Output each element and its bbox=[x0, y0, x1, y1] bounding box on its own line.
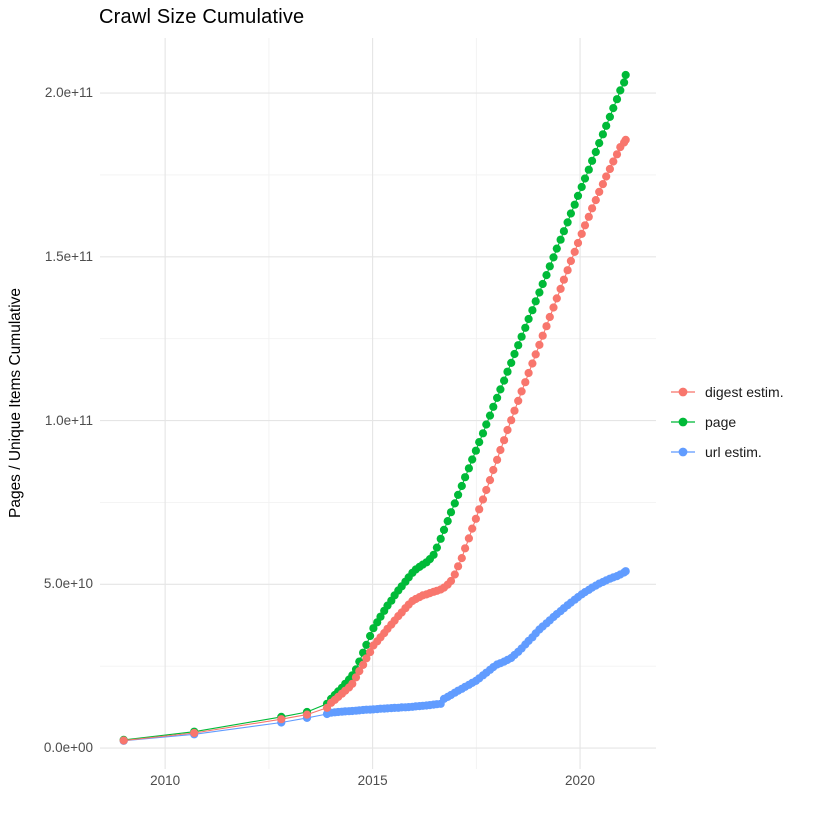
y-tick-label-5.0e+10: 5.0e+10 bbox=[43, 576, 93, 592]
y-axis-title: Pages / Unique Items Cumulative bbox=[7, 287, 24, 519]
chart-title: Crawl Size Cumulative bbox=[99, 6, 305, 28]
legend-item-label: page bbox=[705, 414, 737, 430]
legend-item-label: digest estim. bbox=[705, 384, 784, 400]
y-tick-label-1.5e+11: 1.5e+11 bbox=[44, 248, 93, 264]
legend-item-url-estim: url estim. bbox=[670, 437, 784, 467]
legend-item-label: url estim. bbox=[705, 444, 762, 460]
legend-key-icon bbox=[671, 387, 695, 397]
series-url-estim bbox=[119, 567, 630, 745]
series-page bbox=[119, 70, 630, 745]
legend-key-icon bbox=[671, 447, 695, 457]
grid-major bbox=[100, 38, 656, 769]
x-tick-label-2020: 2020 bbox=[565, 773, 596, 788]
x-tick-label-2015: 2015 bbox=[357, 773, 388, 788]
plot-panel bbox=[100, 38, 656, 769]
y-tick-label-0.0e+00: 0.0e+00 bbox=[43, 740, 93, 756]
legend-key-icon bbox=[671, 417, 695, 427]
series-digest-estim bbox=[119, 135, 630, 745]
plot-svg bbox=[100, 38, 656, 769]
legend-item-digest-estim: digest estim. bbox=[670, 377, 784, 407]
y-tick-label-1.0e+11: 1.0e+11 bbox=[44, 412, 93, 428]
grid-minor bbox=[100, 38, 656, 769]
legend: digest estim. page url estim. bbox=[670, 377, 784, 467]
legend-item-page: page bbox=[670, 407, 784, 437]
y-tick-label-2.0e+11: 2.0e+11 bbox=[44, 85, 93, 101]
x-tick-label-2010: 2010 bbox=[150, 773, 181, 788]
